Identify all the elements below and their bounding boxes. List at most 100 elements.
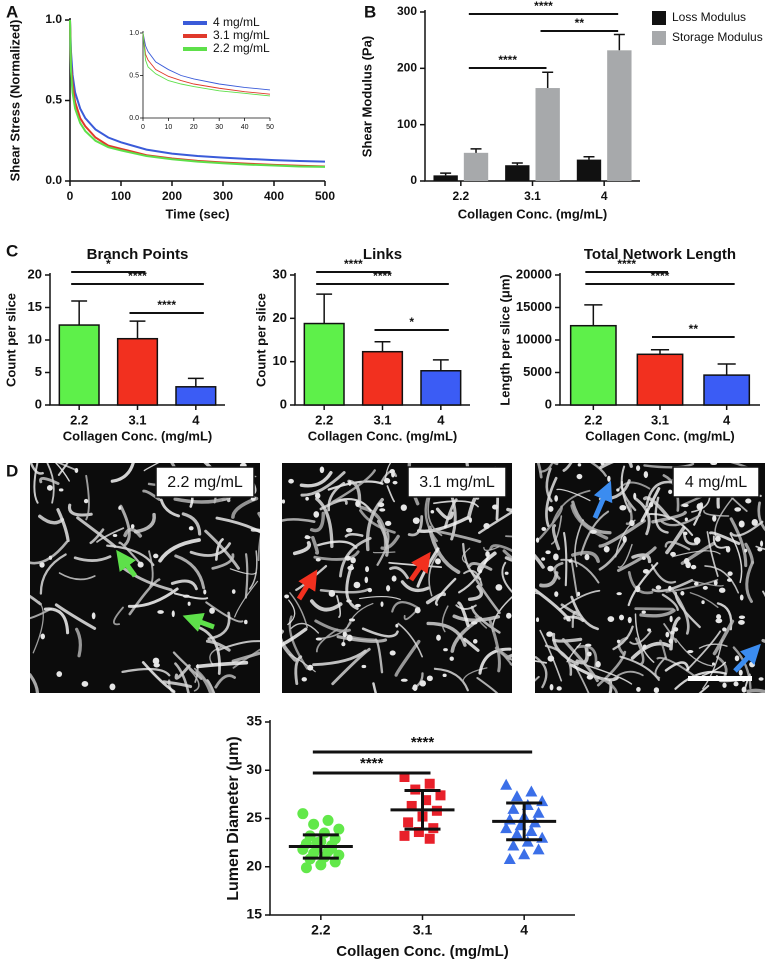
significance-label: ** (689, 322, 699, 336)
cell (696, 503, 703, 511)
cell (355, 500, 361, 508)
cell (681, 503, 689, 508)
point (503, 853, 516, 865)
point (403, 817, 414, 828)
vessel (174, 554, 206, 590)
cell (430, 509, 435, 514)
vessel (319, 588, 370, 594)
vessel (712, 619, 735, 656)
chart-title: Links (363, 246, 402, 263)
vessel (394, 639, 421, 677)
error-bar (129, 320, 146, 339)
cell (504, 571, 509, 575)
image-label-box (155, 466, 255, 498)
vessel (309, 511, 325, 533)
cell (91, 612, 96, 620)
cell (633, 492, 637, 500)
cell (619, 504, 627, 511)
error-bar (542, 71, 554, 89)
vessel (336, 595, 342, 618)
vessel (630, 641, 671, 660)
y-tick-label: 30 (273, 266, 287, 281)
cell (566, 615, 571, 622)
cell (577, 463, 582, 467)
vessel (535, 592, 542, 595)
cell (668, 585, 672, 592)
vessel (639, 608, 676, 618)
cell (56, 671, 63, 677)
vessel (128, 578, 161, 616)
x-tick-label: 4 (192, 412, 200, 427)
y-tick-label: 15 (28, 299, 42, 314)
vessel (250, 528, 260, 533)
point (424, 778, 435, 789)
chart-title: Total Network Length (584, 246, 736, 263)
cell (414, 607, 421, 614)
vessel (762, 590, 765, 598)
vessel (133, 512, 156, 534)
vessel (536, 463, 543, 479)
vessel (656, 656, 699, 680)
cell (171, 610, 175, 618)
vessel (207, 611, 231, 641)
significance-label: **** (128, 269, 147, 283)
vessel (504, 556, 512, 562)
cell (589, 529, 597, 534)
cell (342, 631, 347, 638)
image-label: 2.2 mg/mL (167, 474, 243, 491)
point (507, 839, 520, 851)
cell (341, 641, 346, 647)
cell (745, 498, 752, 504)
cell (760, 540, 764, 547)
vessel (535, 656, 548, 689)
cell (725, 546, 731, 553)
chart-title: Branch Points (87, 246, 189, 263)
vessel (389, 566, 409, 580)
bar (361, 350, 404, 406)
cell (346, 634, 353, 642)
y-tick-label: 20 (246, 857, 262, 873)
vessel (566, 642, 582, 663)
vessel (433, 667, 469, 692)
legend-swatch (652, 11, 666, 25)
cell (693, 581, 699, 586)
vessel (162, 680, 193, 689)
x-axis-label: Collagen Conc. (mg/mL) (63, 428, 213, 443)
vessel (300, 471, 346, 497)
cell (554, 495, 558, 502)
vessel (468, 561, 493, 571)
cell (81, 681, 89, 687)
vessel (570, 558, 579, 598)
x-tick-label: 20 (190, 124, 198, 131)
y-tick-label: 15000 (516, 299, 552, 314)
point (532, 806, 545, 818)
vessel (113, 606, 124, 626)
micrograph (535, 463, 765, 693)
vessel (54, 603, 97, 630)
vessel (552, 489, 591, 523)
vessel (287, 599, 296, 626)
cell (182, 594, 190, 598)
cell (46, 484, 53, 491)
vessel (645, 480, 673, 508)
x-tick-label: 4 (723, 412, 731, 427)
cell (718, 587, 726, 593)
cell (702, 585, 708, 590)
x-tick-label: 2.2 (584, 412, 602, 427)
y-axis-label: Shear Stress (Normalized) (7, 20, 22, 182)
cell (536, 617, 540, 623)
vessel (376, 531, 390, 566)
x-tick-label: 2.2 (70, 412, 88, 427)
cell (548, 506, 554, 512)
cell (733, 681, 739, 687)
vessel (319, 498, 348, 511)
vessel (215, 516, 260, 534)
line-series (69, 19, 326, 163)
cell (367, 587, 373, 593)
vessel (570, 504, 609, 540)
vessel (282, 518, 316, 523)
vessel (467, 584, 484, 601)
point (421, 795, 432, 806)
